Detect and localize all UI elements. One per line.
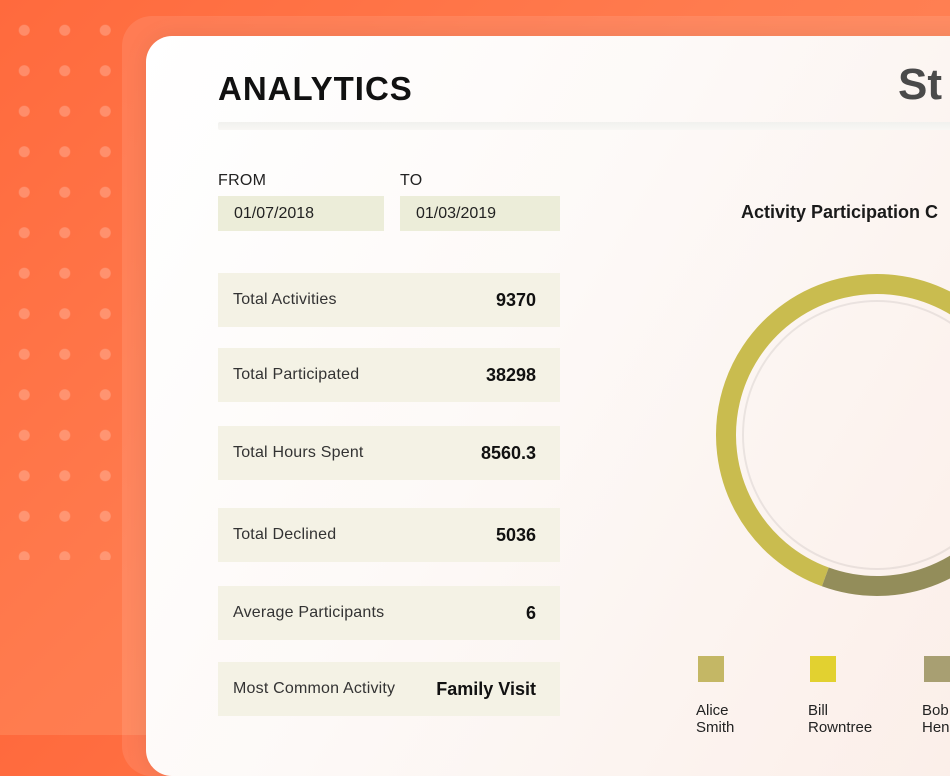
- legend-item-bill-rowntree: Bill Rowntree: [808, 656, 918, 736]
- legend-swatch: [698, 656, 724, 682]
- legend-swatch: [924, 656, 950, 682]
- stat-label: Total Activities: [233, 291, 337, 308]
- stat-value: 9370: [495, 289, 536, 310]
- stat-label: Most Common Activity: [233, 680, 396, 697]
- to-label: TO: [400, 172, 423, 189]
- title-divider: [218, 122, 950, 130]
- stats-page-title: St: [898, 60, 942, 109]
- legend-swatch: [810, 656, 836, 682]
- donut-inner-edge: [742, 300, 950, 570]
- legend-item-alice-smith: Alice Smith: [696, 656, 806, 736]
- stat-value: Family Visit: [436, 678, 536, 699]
- legend-label: Bill Rowntree: [808, 702, 873, 736]
- legend-label: Bob Hen: [922, 702, 950, 736]
- donut-segment-0: [716, 274, 950, 587]
- stat-total-hours-spent: Total Hours Spent 8560.3: [218, 426, 560, 480]
- stat-value: 38298: [485, 364, 536, 385]
- decorative-dot-grid: [0, 0, 140, 560]
- legend-item-bob-hen: Bob Hen: [922, 656, 950, 736]
- stat-label: Total Declined: [233, 526, 337, 543]
- stat-total-activities: Total Activities 9370: [218, 273, 560, 327]
- stat-label: Total Hours Spent: [233, 444, 364, 461]
- stat-label: Average Participants: [233, 604, 385, 621]
- stat-value: 6: [525, 602, 536, 623]
- participation-donut-chart: [716, 274, 950, 596]
- stat-value: 5036: [495, 524, 536, 545]
- to-date-input[interactable]: 01/03/2019: [400, 196, 560, 231]
- stat-total-participated: Total Participated 38298: [218, 348, 560, 402]
- from-date-input[interactable]: 01/07/2018: [218, 196, 384, 231]
- stat-label: Total Participated: [233, 366, 360, 383]
- donut-segment-1: [821, 555, 950, 596]
- stat-total-declined: Total Declined 5036: [218, 508, 560, 562]
- page-title: ANALYTICS: [218, 70, 413, 107]
- legend-label: Alice Smith: [696, 702, 735, 736]
- chart-title: Activity Participation C: [741, 202, 939, 222]
- stat-most-common-activity: Most Common Activity Family Visit: [218, 662, 560, 716]
- stat-value: 8560.3: [480, 442, 536, 463]
- stat-average-participants: Average Participants 6: [218, 586, 560, 640]
- from-label: FROM: [218, 172, 267, 189]
- analytics-card: ANALYTICS St FROM TO 01/07/2018 01/03/20…: [146, 36, 950, 776]
